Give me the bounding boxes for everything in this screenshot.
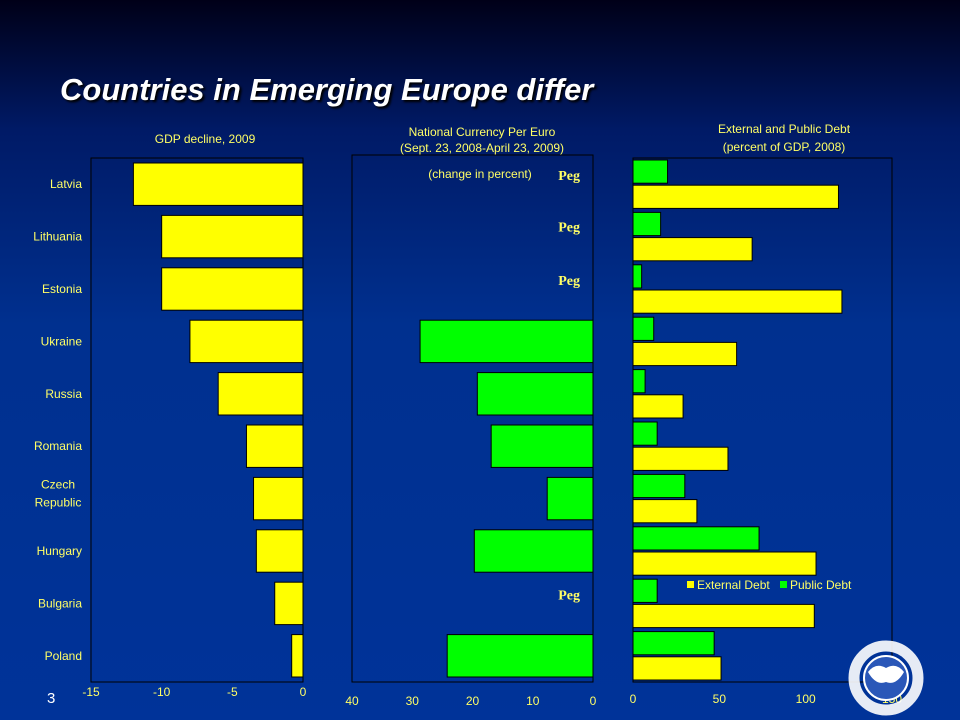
currency-x-tick: 0	[590, 694, 597, 708]
public-debt-bar	[632, 473, 686, 499]
gdp-bar	[255, 529, 304, 573]
external-debt-bar	[632, 184, 839, 209]
currency-bar	[419, 319, 594, 364]
gdp-x-tick: -5	[227, 685, 238, 699]
peg-label: Peg	[558, 588, 580, 603]
gdp-bar	[253, 476, 304, 521]
category-label: Czech	[41, 478, 75, 492]
currency-bar	[446, 634, 594, 678]
public-debt-bar	[632, 369, 646, 394]
peg-label: Peg	[558, 221, 580, 236]
gdp-x-tick: -10	[153, 685, 171, 699]
debt-chart-title: External and Public Debt	[718, 122, 851, 136]
public-debt-bar	[632, 264, 643, 289]
peg-label: Peg	[558, 274, 580, 289]
currency-x-tick: 40	[345, 694, 359, 708]
external-debt-bar	[632, 341, 738, 367]
legend-swatch-external	[687, 581, 694, 588]
category-label: Republic	[35, 496, 82, 510]
external-debt-bar	[632, 499, 698, 524]
currency-plot-area	[351, 154, 594, 683]
external-debt-bar	[632, 446, 729, 471]
legend-label-external: External Debt	[697, 578, 770, 592]
slide-number: 3	[47, 690, 56, 707]
currency-chart-title: National Currency Per Euro	[409, 125, 556, 139]
gdp-bar	[217, 372, 304, 416]
category-label: Hungary	[37, 544, 82, 558]
currency-bar	[473, 529, 594, 573]
public-debt-bar	[632, 316, 655, 341]
gdp-bar	[132, 162, 304, 206]
category-label: Bulgaria	[38, 596, 82, 610]
external-debt-bar	[632, 394, 684, 419]
currency-x-tick: 10	[526, 694, 540, 708]
currency-bar	[490, 424, 594, 468]
legend-swatch-public	[780, 581, 787, 588]
gdp-x-tick: 0	[300, 685, 307, 699]
category-label: Russia	[45, 387, 82, 401]
slide-title: Countries in Emerging Europe differ	[60, 72, 594, 107]
debt-x-tick: 0	[630, 692, 637, 706]
gdp-bar	[291, 634, 304, 678]
category-label: Latvia	[50, 177, 82, 191]
external-debt-bar	[632, 656, 722, 681]
imf-logo-ring	[848, 640, 924, 716]
currency-chart-subtitle: (Sept. 23, 2008-April 23, 2009)	[400, 141, 564, 155]
currency-bar	[546, 476, 594, 521]
gdp-bar	[245, 424, 304, 468]
public-debt-bar	[632, 631, 715, 656]
gdp-bar	[189, 319, 304, 364]
public-debt-bar	[632, 159, 669, 184]
currency-annotation: (change in percent)	[428, 167, 531, 181]
gdp-bar	[161, 267, 304, 311]
gdp-bar	[274, 581, 304, 626]
legend-label-public: Public Debt	[790, 578, 852, 592]
currency-x-tick: 20	[466, 694, 480, 708]
peg-label: Peg	[558, 169, 580, 184]
debt-chart-subtitle: (percent of GDP, 2008)	[723, 140, 846, 154]
gdp-x-tick: -15	[82, 685, 100, 699]
public-debt-bar	[632, 211, 662, 237]
debt-x-tick: 100	[796, 692, 816, 706]
public-debt-bar	[632, 526, 760, 551]
currency-x-tick: 30	[406, 694, 420, 708]
debt-x-tick: 50	[713, 692, 727, 706]
external-debt-bar	[632, 603, 815, 629]
category-label: Lithuania	[33, 230, 82, 244]
debt-plot-area	[632, 157, 893, 683]
external-debt-bar	[632, 551, 817, 576]
gdp-plot-area	[90, 157, 304, 683]
public-debt-bar	[632, 578, 658, 603]
gdp-chart-title: GDP decline, 2009	[155, 132, 256, 146]
external-debt-bar	[632, 237, 753, 262]
category-label: Poland	[45, 649, 82, 663]
category-label: Ukraine	[41, 334, 83, 348]
category-label: Romania	[34, 439, 82, 453]
gdp-bar	[161, 214, 304, 259]
imf-logo-globe-icon	[868, 665, 904, 683]
external-debt-bar	[632, 289, 843, 314]
currency-bar	[476, 372, 594, 416]
category-label: Estonia	[42, 282, 82, 296]
public-debt-bar	[632, 421, 658, 446]
